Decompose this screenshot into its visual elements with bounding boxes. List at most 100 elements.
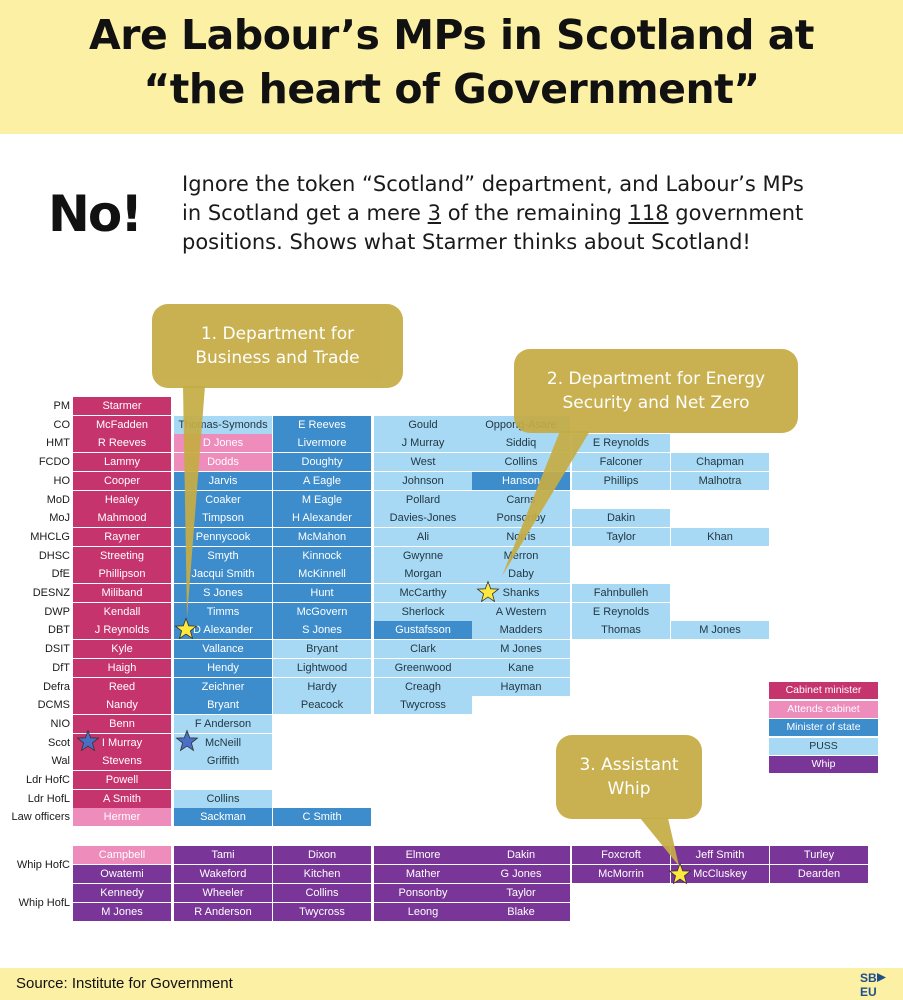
minister-cell: Timpson bbox=[174, 509, 272, 527]
verdict-text: Ignore the token “Scotland” department, … bbox=[182, 170, 882, 257]
minister-cell: Cooper bbox=[73, 472, 171, 490]
minister-cell: Lammy bbox=[73, 453, 171, 471]
minister-cell: M Jones bbox=[671, 621, 769, 639]
minister-cell: Gould bbox=[374, 416, 472, 434]
callout-2-line-2: Security and Net Zero bbox=[562, 393, 750, 413]
sbeu-logo: SB EU bbox=[860, 971, 886, 998]
dept-label-dbt: DBT bbox=[48, 624, 70, 636]
minister-cell: Davies-Jones bbox=[374, 509, 472, 527]
minister-cell: Starmer bbox=[73, 397, 171, 415]
minister-cell: D Jones bbox=[174, 434, 272, 452]
page-title: Are Labour’s MPs in Scotland at “the hea… bbox=[0, 8, 903, 116]
verdict-line-1: Ignore the token “Scotland” department, … bbox=[182, 172, 804, 196]
minister-cell: West bbox=[374, 453, 472, 471]
dept-label-wal: Wal bbox=[51, 755, 70, 767]
minister-cell: D Alexander bbox=[174, 621, 272, 639]
minister-cell: Coaker bbox=[174, 491, 272, 509]
dept-label-ho: HO bbox=[53, 475, 71, 487]
minister-cell: Vallance bbox=[174, 640, 272, 658]
dept-label-scot: Scot bbox=[47, 737, 70, 749]
minister-cell: Rayner bbox=[73, 528, 171, 546]
minister-cell: Powell bbox=[73, 771, 171, 789]
minister-cell: M Eagle bbox=[273, 491, 371, 509]
title-line-2: “the heart of Government” bbox=[143, 65, 760, 113]
header-banner: Are Labour’s MPs in Scotland at “the hea… bbox=[0, 0, 903, 134]
minister-cell: McMahon bbox=[273, 528, 371, 546]
verdict-text-part: of the remaining bbox=[441, 201, 629, 225]
minister-cell: Dakin bbox=[572, 509, 670, 527]
minister-cell: Stevens bbox=[73, 752, 171, 770]
minister-cell: Twycross bbox=[374, 696, 472, 714]
minister-cell: Ponsonby bbox=[472, 509, 570, 527]
minister-cell: McNeill bbox=[174, 734, 272, 752]
whip-cell: Mather bbox=[374, 865, 472, 883]
dept-label-moj: MoJ bbox=[49, 512, 70, 524]
title-line-1: Are Labour’s MPs in Scotland at bbox=[89, 11, 814, 59]
whip-label-whip-hofl: Whip HofL bbox=[18, 897, 70, 909]
minister-cell: Haigh bbox=[73, 659, 171, 677]
minister-cell: E Reynolds bbox=[572, 434, 670, 452]
dept-label-hmt: HMT bbox=[46, 437, 70, 449]
whip-cell: Dakin bbox=[472, 846, 570, 864]
minister-cell: Miliband bbox=[73, 584, 171, 602]
callout-assistant-whip: 3. Assistant Whip bbox=[556, 735, 702, 819]
minister-cell: Phillipson bbox=[73, 565, 171, 583]
minister-cell: Ali bbox=[374, 528, 472, 546]
minister-cell: Johnson bbox=[374, 472, 472, 490]
whip-cell: Wakeford bbox=[174, 865, 272, 883]
minister-cell: Healey bbox=[73, 491, 171, 509]
minister-cell: Kinnock bbox=[273, 547, 371, 565]
whip-cell: Tami bbox=[174, 846, 272, 864]
verdict-text-part: government bbox=[668, 201, 804, 225]
minister-cell: J Murray bbox=[374, 434, 472, 452]
whip-cell: Twycross bbox=[273, 903, 371, 921]
whip-cell: R Anderson bbox=[174, 903, 272, 921]
whip-cell: Collins bbox=[273, 884, 371, 902]
minister-cell: Hunt bbox=[273, 584, 371, 602]
callout-business-trade: 1. Department for Business and Trade bbox=[152, 304, 403, 388]
whip-cell: Campbell bbox=[73, 846, 171, 864]
footer: Source: Institute for Government SB EU bbox=[0, 968, 903, 1000]
legend-puss: PUSS bbox=[769, 737, 878, 755]
dept-label-dfe: DfE bbox=[51, 568, 70, 580]
minister-cell: Benn bbox=[73, 715, 171, 733]
dept-label-dsit: DSIT bbox=[44, 643, 70, 655]
dept-label-ldr-hofl: Ldr HofL bbox=[27, 793, 70, 805]
verdict-text-part: in Scotland get a mere bbox=[182, 201, 428, 225]
minister-cell: McCarthy bbox=[374, 584, 472, 602]
minister-cell: Kendall bbox=[73, 603, 171, 621]
dept-label-pm: PM bbox=[53, 400, 71, 412]
minister-cell: Sackman bbox=[174, 808, 272, 826]
callout-1-line-2: Business and Trade bbox=[195, 348, 360, 368]
verdict-line-3: positions. Shows what Starmer thinks abo… bbox=[182, 230, 751, 254]
whip-cell: M Jones bbox=[73, 903, 171, 921]
minister-cell: Lightwood bbox=[273, 659, 371, 677]
minister-cell: Jacqui Smith bbox=[174, 565, 272, 583]
verdict-line-2: in Scotland get a mere 3 of the remainin… bbox=[182, 199, 882, 228]
minister-cell: McFadden bbox=[73, 416, 171, 434]
minister-cell: Siddiq bbox=[472, 434, 570, 452]
whip-cell: Ponsonby bbox=[374, 884, 472, 902]
whip-cell: Leong bbox=[374, 903, 472, 921]
minister-cell: Chapman bbox=[671, 453, 769, 471]
minister-cell: Fahnbulleh bbox=[572, 584, 670, 602]
minister-cell: Khan bbox=[671, 528, 769, 546]
minister-cell: Hardy bbox=[273, 678, 371, 696]
minister-cell: S Jones bbox=[273, 621, 371, 639]
minister-cell: Timms bbox=[174, 603, 272, 621]
whip-cell: Blake bbox=[472, 903, 570, 921]
whip-cell: McCluskey bbox=[671, 865, 769, 883]
minister-cell: Madders bbox=[472, 621, 570, 639]
minister-cell: Kyle bbox=[73, 640, 171, 658]
minister-cell: Collins bbox=[472, 453, 570, 471]
minister-cell: Hermer bbox=[73, 808, 171, 826]
whip-cell: Elmore bbox=[374, 846, 472, 864]
verdict-number-118: 118 bbox=[628, 201, 669, 225]
callout-2-line-1: 2. Department for Energy bbox=[546, 369, 766, 389]
minister-cell: Thomas bbox=[572, 621, 670, 639]
dept-label-mhclg: MHCLG bbox=[30, 531, 70, 543]
minister-cell: Morgan bbox=[374, 565, 472, 583]
minister-cell: E Reeves bbox=[273, 416, 371, 434]
legend-cabinet-minister: Cabinet minister bbox=[769, 682, 878, 699]
minister-cell: H Alexander bbox=[273, 509, 371, 527]
